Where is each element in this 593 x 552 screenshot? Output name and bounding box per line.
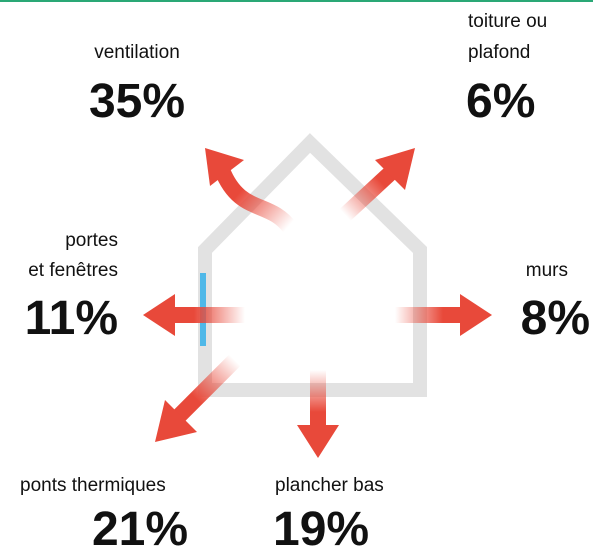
value: 6% (466, 75, 535, 128)
arrow-shaft (214, 166, 297, 234)
arrow-head (460, 294, 492, 336)
arrow-shaft (172, 354, 241, 423)
arrow-head (297, 425, 339, 458)
value: 11% (25, 292, 118, 345)
label: ventilation (94, 42, 180, 63)
arrow-head (155, 400, 197, 442)
arrow-shaft (339, 160, 404, 221)
value: 8% (521, 292, 590, 345)
arrow-head (375, 148, 415, 190)
label: plafond (468, 42, 530, 63)
label: portes (65, 230, 118, 251)
label: plancher bas (275, 475, 384, 496)
value: 19% (273, 503, 369, 552)
value: 35% (89, 75, 185, 128)
label: ponts thermiques (20, 475, 166, 496)
label: murs (526, 260, 568, 281)
label: toiture ou (468, 11, 547, 32)
value: 21% (92, 503, 188, 552)
arrow-head (205, 148, 244, 186)
arrow-head (143, 294, 175, 336)
label: et fenêtres (28, 260, 118, 281)
